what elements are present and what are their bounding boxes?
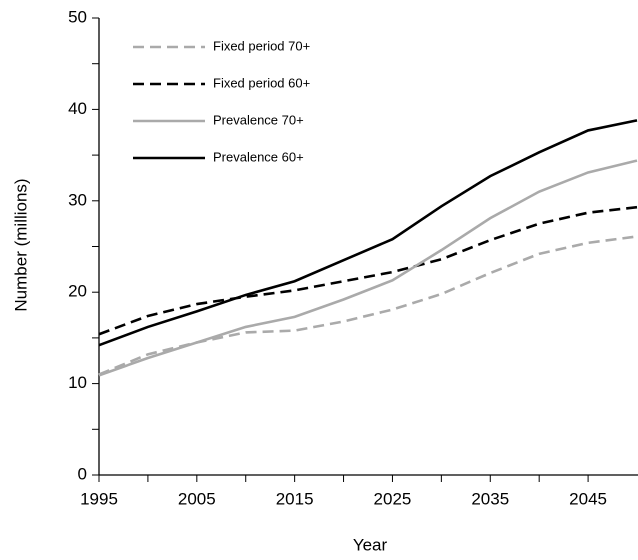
y-tick-label: 50 (68, 7, 87, 26)
series-line (98, 205, 638, 336)
legend-label: Fixed period 70+ (213, 38, 310, 53)
y-tick-label: 30 (68, 190, 87, 209)
y-tick-label: 0 (78, 464, 87, 483)
series-line (98, 159, 638, 377)
y-tick-label: 40 (68, 99, 87, 118)
x-tick-label: 2045 (569, 489, 607, 508)
legend-label: Fixed period 60+ (213, 75, 310, 90)
x-axis-label: Year (353, 535, 388, 554)
x-tick-label: 2015 (276, 489, 314, 508)
x-tick-label: 2025 (374, 489, 412, 508)
y-tick-label: 10 (68, 373, 87, 392)
x-tick-label: 2035 (471, 489, 509, 508)
y-axis-label: Number (millions) (11, 178, 30, 311)
legend-label: Prevalence 70+ (213, 112, 304, 127)
x-tick-label: 1995 (80, 489, 118, 508)
series-line (98, 235, 638, 376)
y-tick-label: 20 (68, 282, 87, 301)
series-line (98, 119, 638, 347)
x-tick-label: 2005 (178, 489, 216, 508)
legend-label: Prevalence 60+ (213, 149, 304, 164)
